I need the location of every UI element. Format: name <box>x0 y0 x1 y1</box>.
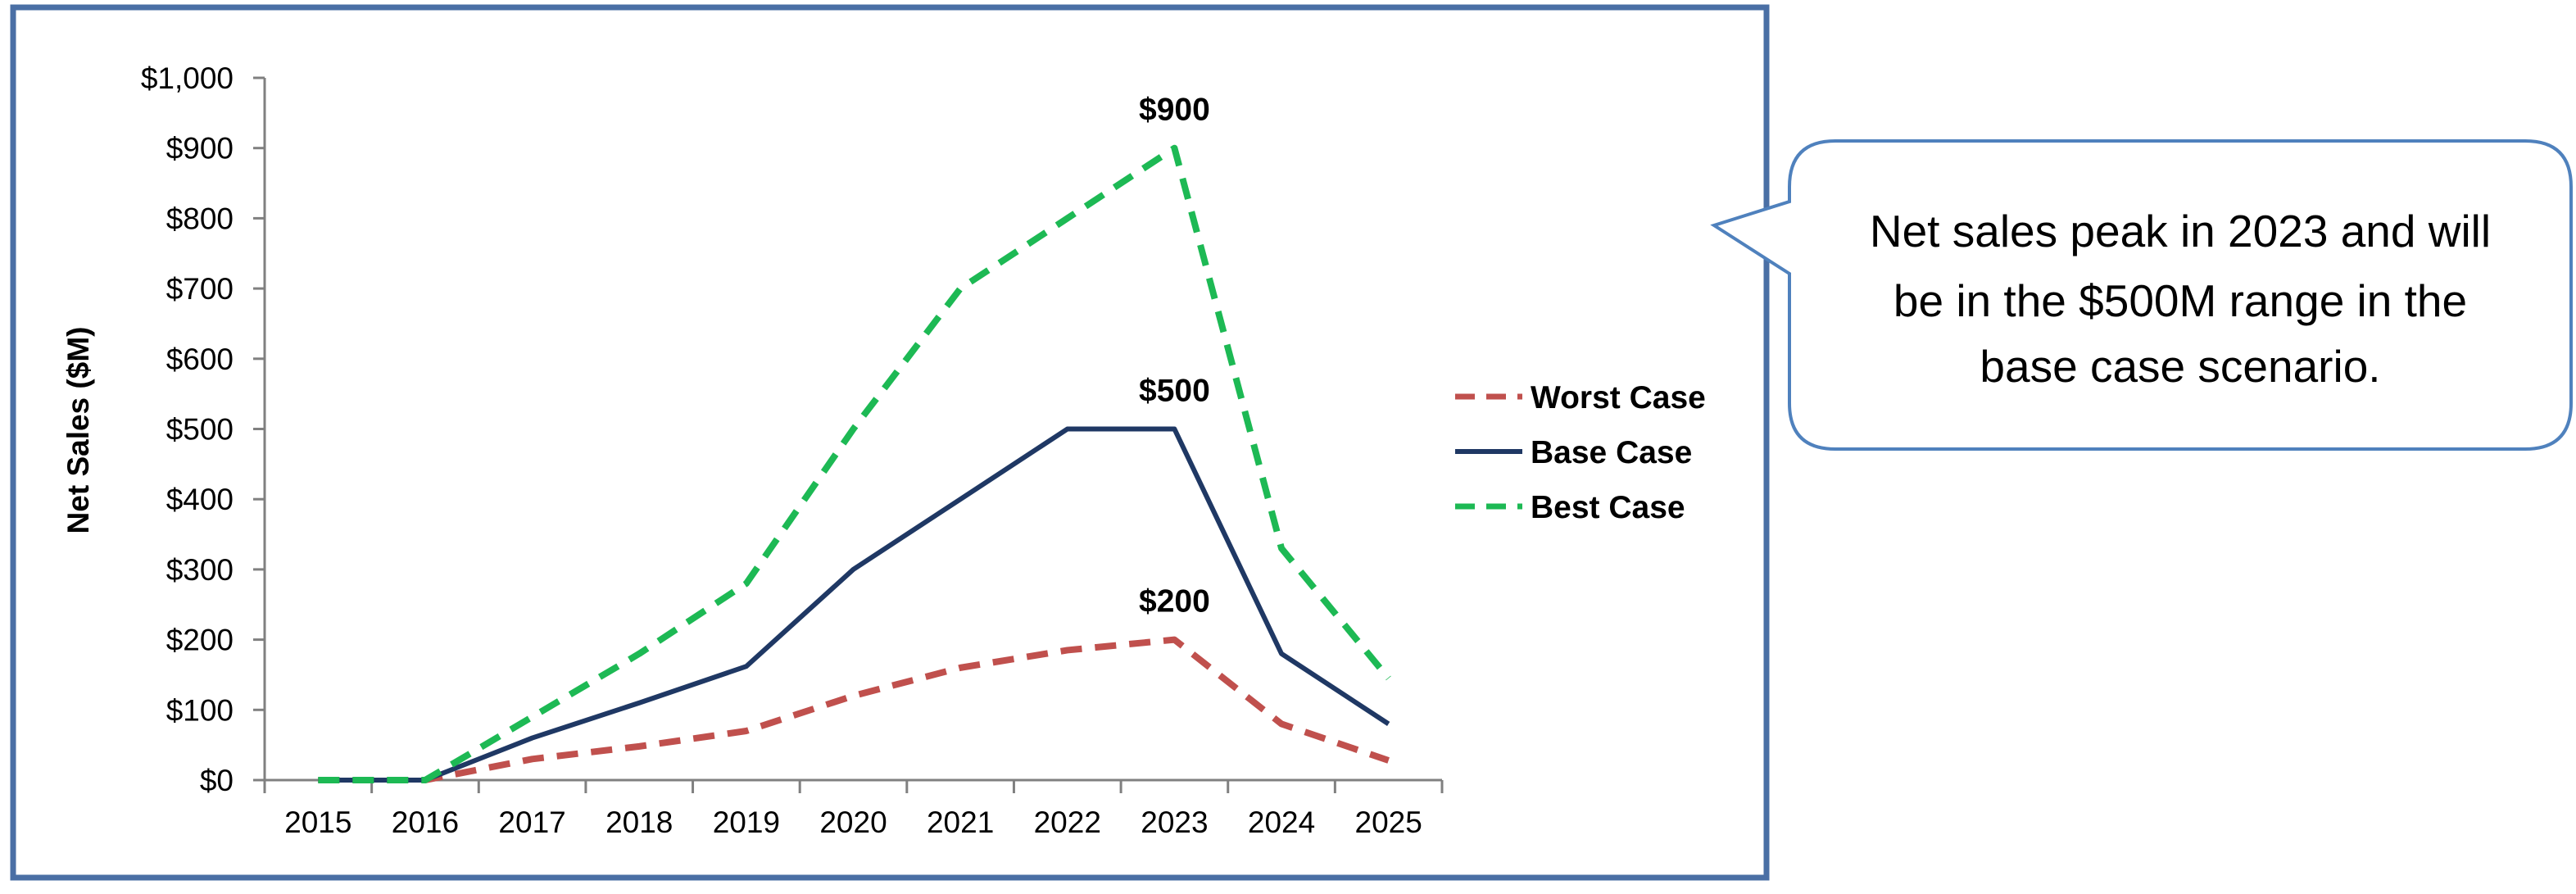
series-line-worst-case <box>318 636 1390 783</box>
x-tick-label: 2018 <box>605 806 673 839</box>
y-tick-label: $600 <box>166 343 234 376</box>
y-tick-label: $0 <box>200 764 234 797</box>
peak-annotations: $900 $500 $200 <box>1139 93 1210 619</box>
x-tick-label: 2025 <box>1355 806 1422 839</box>
y-axis-ticks: $0 $100 $200 $300 $400 $500 $600 $700 $800 $900 $1… <box>141 61 265 797</box>
callout-line-3: base case scenario. <box>1980 341 2380 392</box>
peak-label: $900 <box>1139 93 1210 128</box>
x-axis-ticks: 2015 2016 2017 2018 2019 2020 2021 2022 2023 2024… <box>263 780 1444 839</box>
peak-label: $500 <box>1139 374 1210 409</box>
y-tick-label: $700 <box>166 272 234 306</box>
peak-label: $200 <box>1139 584 1210 619</box>
x-tick-label: 2016 <box>392 806 459 839</box>
x-tick-label: 2021 <box>927 806 994 839</box>
callout-line-2: be in the $500M range in the <box>1893 275 2467 326</box>
y-tick-label: $1,000 <box>141 61 234 95</box>
y-tick-label: $500 <box>166 413 234 447</box>
x-tick-label: 2017 <box>498 806 565 839</box>
callout-bubble <box>1710 139 2573 451</box>
x-tick-label: 2015 <box>284 806 351 839</box>
callout: Net sales peak in 2023 and will be in th… <box>1710 139 2573 451</box>
x-tick-label: 2024 <box>1248 806 1315 839</box>
x-tick-label: 2023 <box>1141 806 1208 839</box>
y-tick-label: $800 <box>166 202 234 235</box>
legend-label-best-case: Best Case <box>1531 490 1685 525</box>
y-tick-label: $300 <box>166 553 234 587</box>
legend: Worst Case Base Case Best Case <box>1455 380 1706 525</box>
y-tick-label: $200 <box>166 624 234 657</box>
x-tick-label: 2019 <box>713 806 780 839</box>
callout-line-1: Net sales peak in 2023 and will <box>1870 206 2491 256</box>
series-lines <box>318 144 1391 783</box>
chart-frame <box>10 4 1770 881</box>
legend-label-base-case: Base Case <box>1531 435 1692 470</box>
y-tick-label: $900 <box>166 132 234 166</box>
x-tick-label: 2020 <box>819 806 887 839</box>
y-tick-label: $100 <box>166 693 234 727</box>
y-tick-label: $400 <box>166 483 234 516</box>
series-line-base-case <box>318 426 1390 783</box>
x-tick-label: 2022 <box>1034 806 1101 839</box>
series-line-best-case <box>318 144 1391 783</box>
legend-label-worst-case: Worst Case <box>1531 380 1706 415</box>
y-axis-title: Net Sales ($M) <box>61 327 95 534</box>
